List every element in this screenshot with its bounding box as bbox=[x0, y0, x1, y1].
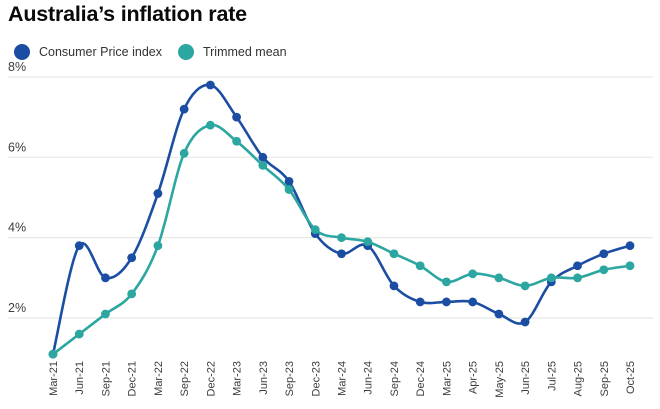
svg-text:Mar-21: Mar-21 bbox=[48, 361, 60, 396]
svg-text:Jun-24: Jun-24 bbox=[363, 361, 375, 395]
svg-text:Oct-25: Oct-25 bbox=[625, 361, 637, 394]
svg-text:Dec-21: Dec-21 bbox=[127, 361, 139, 396]
legend-item-trimmed-mean: Trimmed mean bbox=[177, 44, 287, 60]
svg-text:8%: 8% bbox=[8, 60, 26, 74]
svg-text:Sep-23: Sep-23 bbox=[284, 361, 296, 396]
svg-text:May-25: May-25 bbox=[494, 361, 506, 398]
svg-text:Dec-23: Dec-23 bbox=[310, 361, 322, 396]
svg-text:Sep-22: Sep-22 bbox=[179, 361, 191, 396]
legend-label-trimmed-mean: Trimmed mean bbox=[202, 45, 287, 59]
svg-text:Jun-25: Jun-25 bbox=[520, 361, 532, 395]
cpi-legend-dot-icon bbox=[14, 44, 30, 60]
svg-text:2%: 2% bbox=[8, 301, 26, 315]
svg-text:Sep-24: Sep-24 bbox=[389, 361, 401, 396]
svg-text:Apr-25: Apr-25 bbox=[468, 361, 480, 394]
svg-text:Dec-22: Dec-22 bbox=[205, 361, 217, 396]
svg-text:Sep-21: Sep-21 bbox=[100, 361, 112, 396]
svg-text:Mar-23: Mar-23 bbox=[232, 361, 244, 396]
legend-label-cpi: Consumer Price index bbox=[39, 45, 162, 59]
svg-text:Jun-21: Jun-21 bbox=[74, 361, 86, 395]
svg-text:6%: 6% bbox=[8, 140, 26, 154]
svg-text:Jun-23: Jun-23 bbox=[258, 361, 270, 395]
svg-text:Dec-24: Dec-24 bbox=[415, 361, 427, 396]
svg-text:Aug-25: Aug-25 bbox=[573, 361, 585, 396]
svg-text:Mar-24: Mar-24 bbox=[337, 361, 349, 396]
chart-legend: Consumer Price index Trimmed mean bbox=[14, 44, 287, 60]
legend-item-cpi: Consumer Price index bbox=[14, 44, 162, 60]
svg-text:Jul-25: Jul-25 bbox=[546, 361, 558, 391]
svg-text:4%: 4% bbox=[8, 221, 26, 235]
svg-text:Mar-22: Mar-22 bbox=[153, 361, 165, 396]
svg-text:Sep-25: Sep-25 bbox=[599, 361, 611, 396]
svg-text:Mar-25: Mar-25 bbox=[441, 361, 453, 396]
trimmed-mean-legend-dot-icon bbox=[177, 44, 194, 60]
page-title: Australia’s inflation rate bbox=[8, 2, 247, 26]
